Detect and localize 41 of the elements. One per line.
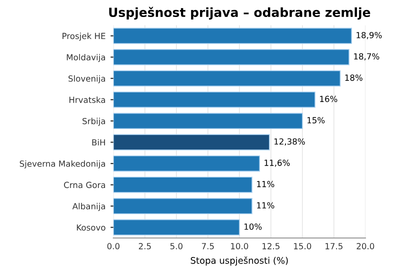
bar [113, 176, 252, 193]
bar [113, 155, 260, 172]
y-tick-label: Albanija [72, 202, 106, 211]
data-label: 11% [257, 180, 274, 188]
bar [113, 70, 341, 86]
data-label: 18,9% [356, 32, 382, 40]
data-label: 12,38% [274, 138, 305, 146]
data-label: 18% [345, 74, 362, 81]
x-tick-label: 0.0 [107, 243, 120, 250]
bar [113, 198, 252, 214]
data-label: 10% [244, 223, 262, 230]
x-tick-label: 20.0 [356, 243, 374, 250]
bar [113, 49, 350, 66]
x-tick-label: 17.5 [326, 243, 342, 250]
data-label: 15% [307, 117, 325, 124]
x-axis-title: Stopa uspješnosti (%) [190, 256, 288, 266]
y-tick-label: BiH [92, 139, 105, 146]
x-tick-label: 5.0 [170, 243, 182, 250]
x-tick-label: 12.5 [262, 243, 280, 250]
y-tick-label: Crna Gora [64, 182, 106, 188]
y-tick-label: Slovenija [68, 75, 106, 84]
data-label: 16% [320, 96, 338, 102]
chart-title: Uspješnost prijava – odabrane zemlje [109, 6, 370, 20]
data-label: 18,7% [354, 53, 380, 60]
data-label: 11% [257, 202, 274, 208]
bar [113, 92, 316, 108]
x-tick-label: 7.5 [202, 243, 214, 250]
bar [113, 219, 240, 236]
y-tick-label: Srbija [82, 118, 106, 126]
x-tick-label: 2.5 [138, 243, 151, 250]
bar [113, 28, 352, 44]
y-tick-label: Prosjek HE [62, 32, 106, 41]
x-tick-label: 15.0 [294, 243, 312, 250]
bar [113, 134, 270, 150]
y-tick-label: Kosovo [76, 224, 106, 231]
y-tick-label: Hrvatska [69, 96, 106, 103]
data-label: 11,6% [264, 160, 290, 167]
y-tick-label: Sjeverna Makedonija [20, 160, 105, 168]
y-tick-label: Moldavija [66, 54, 106, 62]
bar [113, 112, 303, 130]
x-tick-label: 10.0 [231, 243, 248, 250]
